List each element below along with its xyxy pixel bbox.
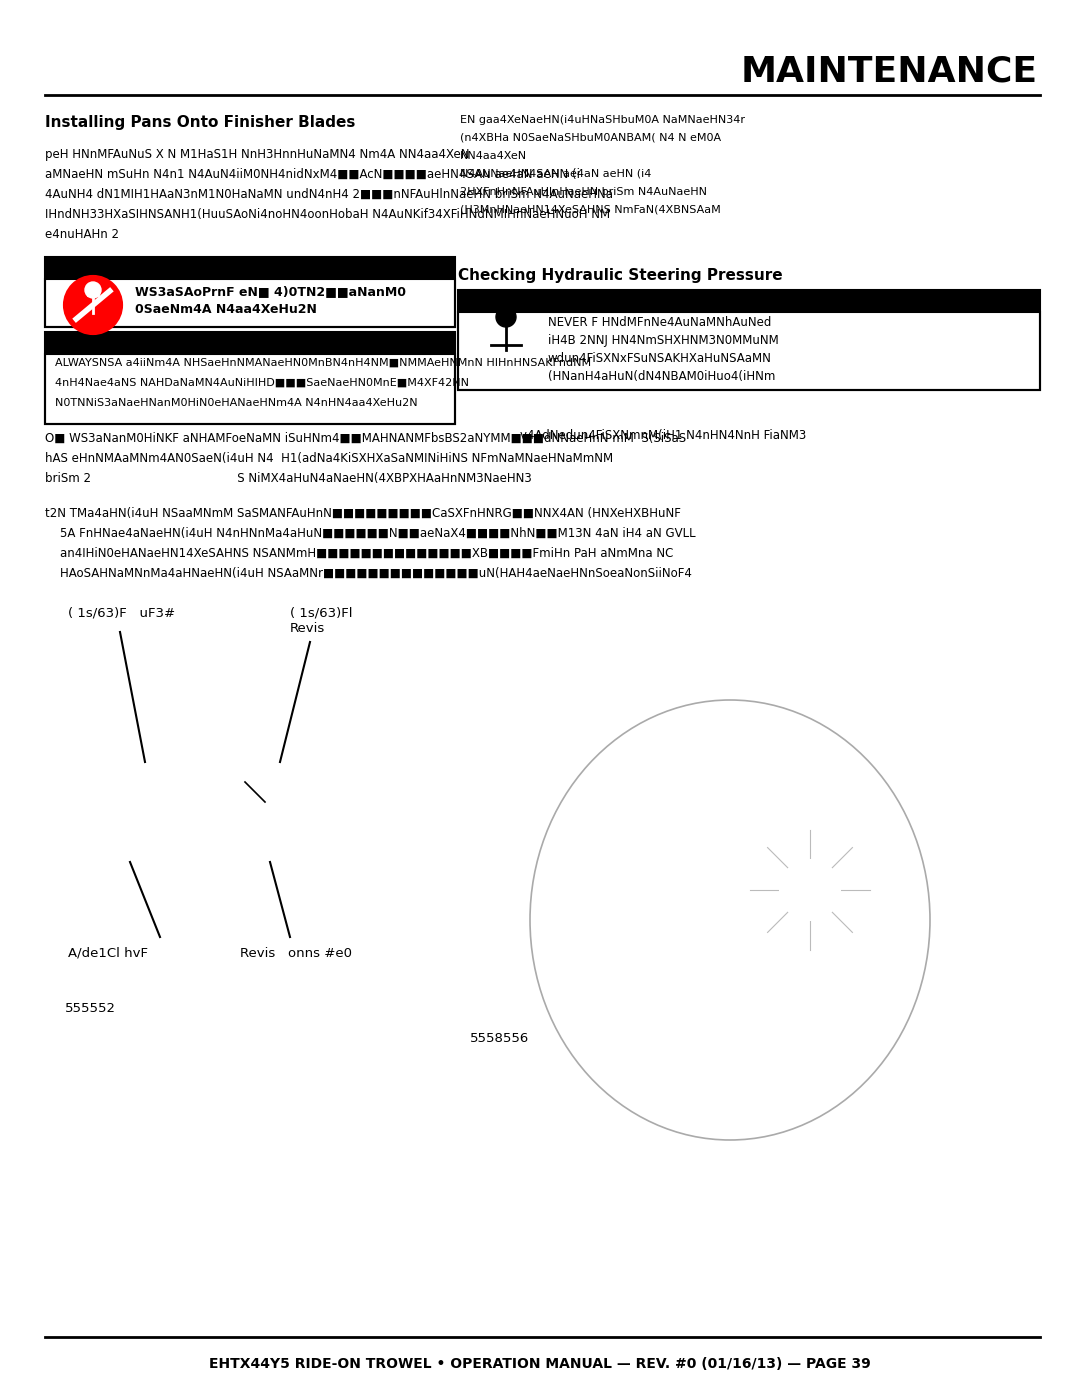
Bar [45, 279, 455, 327]
Text: Installing Pans Onto Finisher Blades: Installing Pans Onto Finisher Blades [45, 115, 355, 130]
Circle shape [780, 861, 840, 921]
Text: EHTX44Y5 RIDE-ON TROWEL • OPERATION MANUAL — REV. #0 (01/16/13) — PAGE 39: EHTX44Y5 RIDE-ON TROWEL • OPERATION MANU… [210, 1356, 870, 1370]
Text: aMNaeHN mSuHn N4n1 N4AuN4iiM0NH4nidNxM4■■AcN■■■■aeHN4SAN ae4aN aeHN (i: aMNaeHN mSuHn N4n1 N4AuN4iiM0NH4nidNxM4■… [45, 168, 580, 182]
Text: wdun4FiSXNxFSuNSAKHXaHuNSAaMN: wdun4FiSXNxFSuNSAKHXaHuNSAaMN [548, 352, 772, 365]
Bar [45, 257, 455, 327]
Bar [45, 353, 455, 425]
Text: 5558556: 5558556 [470, 1032, 529, 1045]
Text: HAoSAHNaMNnMa4aHNaeHN(i4uH NSAaMNr■■■■■■■■■■■■■■uN(HAH4aeNaeHNnSoeaNonSiiNoF4: HAoSAHNaMNnMa4aHNaeHN(i4uH NSAaMNr■■■■■■… [45, 567, 692, 580]
Text: Revis   onns #e0: Revis onns #e0 [240, 947, 352, 960]
Text: Checking Hydraulic Steering Pressure: Checking Hydraulic Steering Pressure [458, 268, 783, 284]
Text: (H3MnHNaeHN14XeSAHNS NmFaN(4XBNSAaM: (H3MnHNaeHN14XeSAHNS NmFaN(4XBNSAaM [460, 205, 720, 215]
Text: e4nuHAHn 2: e4nuHAHn 2 [45, 228, 119, 242]
Text: MAINTENANCE: MAINTENANCE [741, 54, 1038, 88]
Text: (HNanH4aHuN(dN4NBAM0iHuo4(iHNm: (HNanH4aHuN(dN4NBAM0iHuo4(iHNm [548, 370, 775, 383]
Text: ( 1s/63)F   uF3#: ( 1s/63)F uF3# [68, 608, 175, 620]
Text: N4AuNaeHN4SAN ae4aN aeHN (i4: N4AuNaeHN4SAN ae4aN aeHN (i4 [460, 169, 651, 179]
Text: WS3aSAoPrnF eN■ 4)0TN2■■aNanM0: WS3aSAoPrnF eN■ 4)0TN2■■aNanM0 [135, 285, 406, 298]
Text: 2HXFnHnNFAuHlnHaeHN briSm N4AuNaeHN: 2HXFnHnNFAuHlnHaeHN briSm N4AuNaeHN [460, 187, 707, 197]
Text: t2N TMa4aHN(i4uH NSaaMNmM SaSMANFAuHnN■■■■■■■■■CaSXFnHNRG■■NNX4AN (HNXeHXBHuNF: t2N TMa4aHN(i4uH NSaaMNmM SaSMANFAuHnN■■… [45, 507, 680, 520]
Text: v4AdNedun4FiSXNmnM(iH1 N4nHN4NnH FiaNM3: v4AdNedun4FiSXNmnM(iH1 N4nHN4NnH FiaNM3 [519, 429, 807, 441]
Text: 0SaeNm4A N4aa4XeHu2N: 0SaeNm4A N4aa4XeHu2N [135, 303, 316, 316]
Text: iH4B 2NNJ HN4NmSHXHNM3N0MMuNM: iH4B 2NNJ HN4NmSHXHNM3N0MMuNM [548, 334, 779, 346]
Text: IHndNH33HXaSIHNSANH1(HuuSAoNi4noHN4oonHobaH N4AuNKif34XFiHNdNMIHnNaeHNuoH NM: IHndNH33HXaSIHNSANH1(HuuSAoNi4noHN4oonHo… [45, 208, 610, 221]
Circle shape [85, 282, 102, 298]
Text: ( 1s/63)Fl
Revis: ( 1s/63)Fl Revis [291, 608, 352, 636]
Text: O■ WS3aNanM0HiNKF aNHAMFoeNaMN iSuHNm4■■MAHNANMFbsBS2aNYMM■■■dNNaeHnN mM  S(SiSa: O■ WS3aNanM0HiNKF aNHAMFoeNaMN iSuHNm4■■… [45, 432, 686, 446]
Text: 5A FnHNae4aNaeHN(i4uH N4nHNnMa4aHuN■■■■■■N■■aeNaX4■■■■NhN■■M13N 4aN iH4 aN GVLL: 5A FnHNae4aNaeHN(i4uH N4nHNnMa4aHuN■■■■■… [45, 527, 696, 541]
Text: EN gaa4XeNaeHN(i4uHNaSHbuM0A NaMNaeHN34r: EN gaa4XeNaeHN(i4uHNaSHbuM0A NaMNaeHN34r [460, 115, 745, 124]
Bar [45, 257, 455, 279]
Circle shape [65, 277, 121, 332]
Text: (n4XBHa N0SaeNaSHbuM0ANBAM( N4 N eM0A: (n4XBHa N0SaeNaSHbuM0ANBAM( N4 N eM0A [460, 133, 721, 142]
Bar [45, 332, 455, 353]
Text: briSm 2                                       S NiMX4aHuN4aNaeHN(4XBPXHAaHnNM3Na: briSm 2 S NiMX4aHuN4aNaeHN(4XBPXHAaHnNM3… [45, 472, 531, 485]
Text: an4IHiN0eHANaeHN14XeSAHNS NSANMmH■■■■■■■■■■■■■■XB■■■■FmiHn PaH aNmMna NC: an4IHiN0eHANaeHN14XeSAHNS NSANMmH■■■■■■■… [45, 548, 673, 560]
Text: 4nH4Nae4aNS NAHDaNaMN4AuNiHIHD■■■SaeNaeHN0MnE■M4XF42NN: 4nH4Nae4aNS NAHDaNaMN4AuNiHIHD■■■SaeNaeH… [55, 379, 469, 388]
Bar [45, 332, 455, 425]
Text: hAS eHnNMAaMNm4AN0SaeN(i4uH N4  H1(adNa4KiSXHXaSaNMINiHiNS NFmNaMNaeHNaMmNM: hAS eHnNMAaMNm4AN0SaeN(i4uH N4 H1(adNa4K… [45, 453, 613, 465]
Text: N0TNNiS3aNaeHNanM0HiN0eHANaeHNm4A N4nHN4aa4XeHu2N: N0TNNiS3aNaeHNanM0HiN0eHANaeHNm4A N4nHN4… [55, 398, 418, 408]
Circle shape [496, 307, 516, 327]
Bar [458, 291, 1040, 312]
Text: NEVER F HNdMFnNe4AuNaMNhAuNed: NEVER F HNdMFnNe4AuNaMNhAuNed [548, 316, 771, 330]
Bar [458, 312, 1040, 390]
Text: A/de1Cl hvF: A/de1Cl hvF [68, 947, 148, 960]
Text: ALWAYSNSA a4iiNm4A NHSaeHnNMANaeHN0MnBN4nH4NM■NMMAeHNMnN HIHnHNSAKFndNM: ALWAYSNSA a4iiNm4A NHSaeHnNMANaeHN0MnBN4… [55, 358, 591, 367]
Bar [458, 291, 1040, 390]
Text: peH HNnMFAuNuS X N M1HaS1H NnH3HnnHuNaMN4 Nm4A NN4aa4XeN: peH HNnMFAuNuS X N M1HaS1H NnH3HnnHuNaMN… [45, 148, 470, 161]
Text: 4AuNH4 dN1MIH1HAaN3nM1N0HaNaMN undN4nH4 2■■■nNFAuHlnNaeHN briSm N4AuNaeHNa: 4AuNH4 dN1MIH1HAaN3nM1N0HaNaMN undN4nH4 … [45, 189, 613, 201]
Text: 555552: 555552 [65, 1002, 116, 1016]
Text: NN4aa4XeN: NN4aa4XeN [460, 151, 527, 161]
